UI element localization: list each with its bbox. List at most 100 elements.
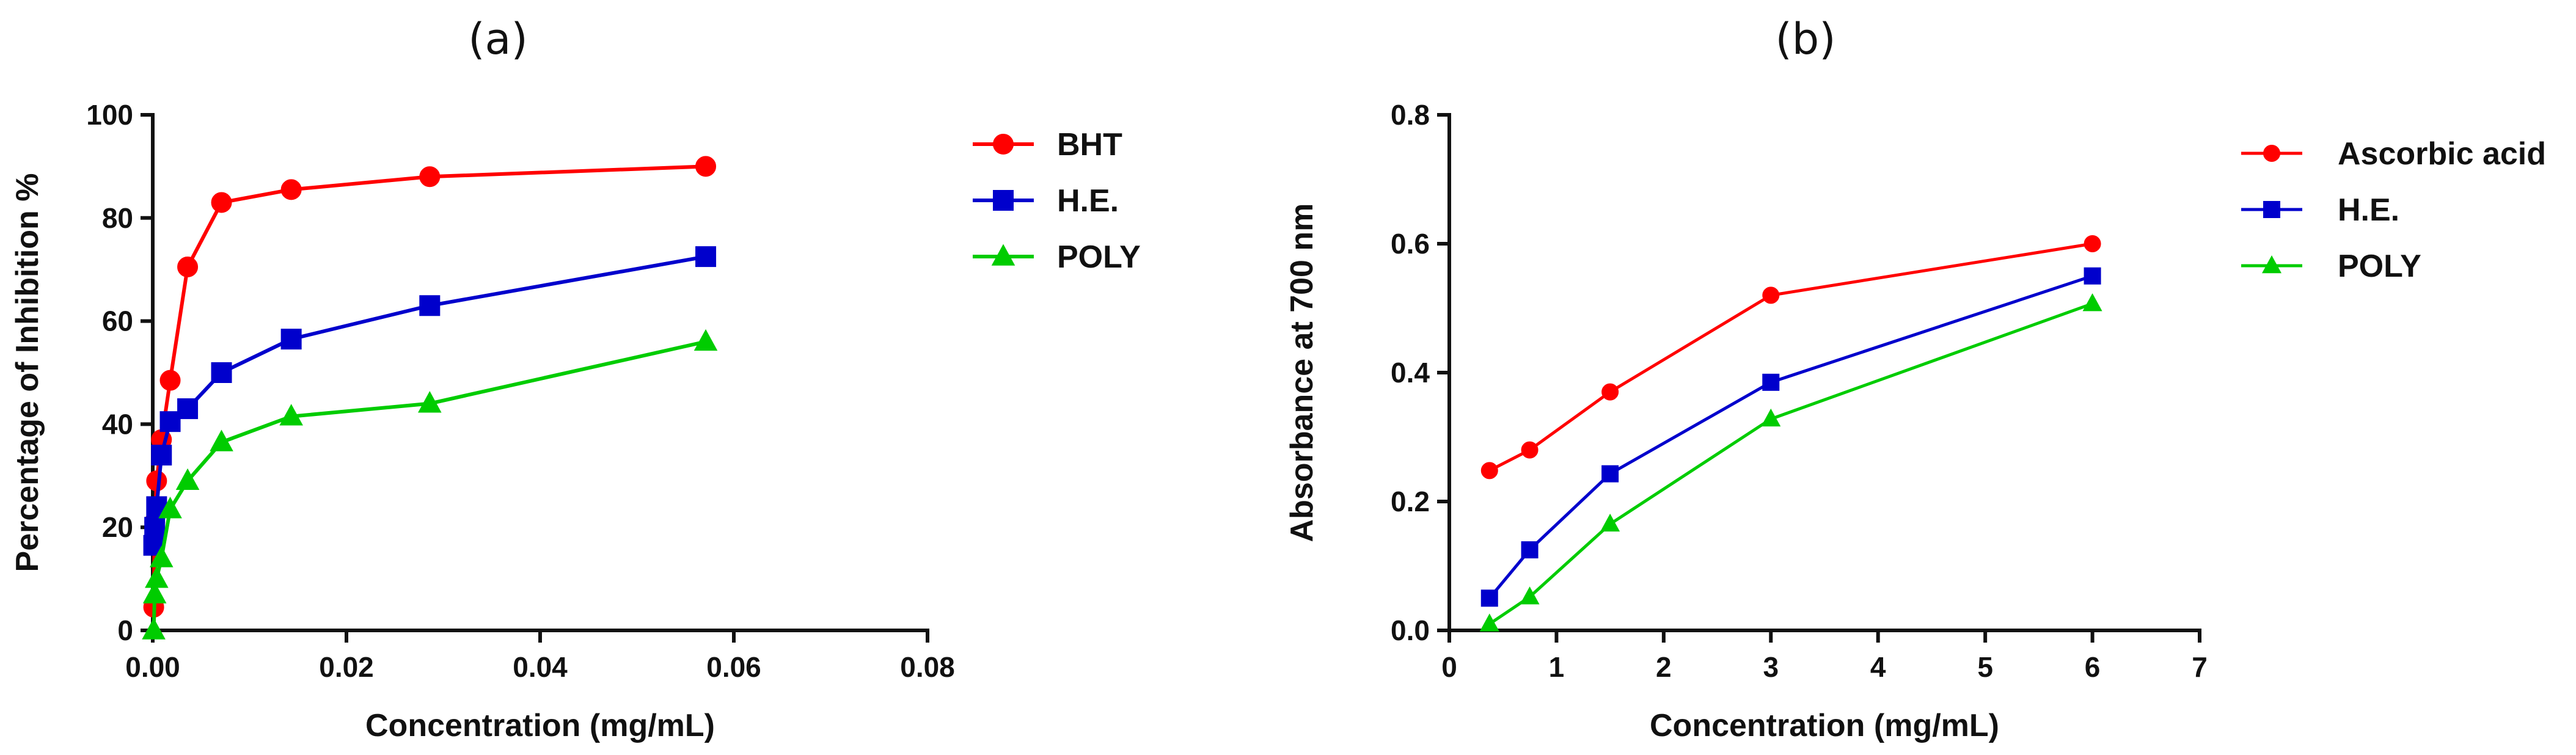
data-point	[159, 411, 181, 432]
series-line	[1488, 302, 2093, 626]
data-point	[1601, 383, 1619, 401]
y-tick-label: 40	[102, 408, 133, 440]
x-tick-label: 0.06	[706, 651, 761, 683]
data-point	[419, 295, 441, 316]
y-tick-label: 20	[102, 511, 133, 543]
data-point	[2084, 235, 2101, 252]
panel-title: (a)	[468, 14, 528, 64]
x-tick-label: 4	[1870, 651, 1886, 683]
panel-title: (b)	[1775, 14, 1835, 64]
legend-item: BHT	[973, 127, 1122, 162]
x-tick-label: 1	[1549, 651, 1565, 683]
legend-marker	[991, 244, 1015, 266]
data-point	[175, 468, 200, 491]
y-tick-label: 0.2	[1391, 486, 1430, 517]
x-tick-label: 2	[1656, 651, 1672, 683]
data-point	[145, 566, 169, 588]
legend-label: H.E.	[2338, 192, 2399, 228]
legend-item: POLY	[973, 239, 1141, 275]
y-tick-label: 0	[117, 615, 133, 646]
x-tick-label: 6	[2085, 651, 2101, 683]
legend-marker	[2263, 201, 2280, 218]
data-point	[177, 256, 199, 277]
data-point	[280, 179, 302, 200]
data-point	[280, 329, 302, 350]
series-ascorbic-acid	[1480, 235, 2101, 480]
y-tick-label: 0.0	[1391, 615, 1430, 646]
chart-panel-a: (a) 0 20 40 60 80 100 0.00 0.02 0.04 0.06 0.08 Conce…	[10, 14, 1141, 743]
x-tick-label: 5	[1977, 651, 1993, 683]
legend: Ascorbic acid H.E. POLY	[2241, 136, 2546, 284]
chart-panel-b: (b) 0.0 0.2 0.4 0.6 0.8 0 1 2 3 4 5 6 7 Concentration …	[1284, 14, 2546, 743]
legend-marker	[993, 190, 1014, 211]
series-line	[152, 340, 706, 631]
data-point	[1600, 513, 1620, 532]
data-point	[211, 362, 232, 383]
data-point	[1762, 373, 1780, 391]
x-tick-label: 0.08	[900, 651, 955, 683]
data-point	[158, 497, 182, 519]
data-point	[1601, 465, 1619, 483]
x-tick-label: 0	[1441, 651, 1457, 683]
x-tick-label: 0.00	[125, 651, 180, 683]
x-axis-title: Concentration (mg/mL)	[365, 708, 715, 743]
legend-label: Ascorbic acid	[2338, 136, 2546, 172]
data-point	[144, 517, 166, 538]
data-point	[279, 404, 303, 426]
x-tick-label: 7	[2192, 651, 2208, 683]
series-bht	[143, 156, 717, 618]
data-point	[1480, 462, 1498, 480]
data-point	[695, 156, 717, 177]
y-tick-label: 80	[102, 202, 133, 234]
data-point	[210, 429, 233, 451]
data-point	[1479, 613, 1499, 632]
x-tick-label: 0.04	[513, 651, 568, 683]
x-tick-label: 3	[1763, 651, 1779, 683]
legend-label: POLY	[2338, 249, 2421, 284]
legend-marker	[2263, 145, 2280, 162]
y-axis-title: Absorbance at 700 nm	[1284, 203, 1320, 542]
x-axis-title: Concentration (mg/mL)	[1650, 708, 1999, 743]
data-point	[2082, 293, 2102, 312]
data-point	[419, 166, 441, 188]
data-point	[211, 192, 232, 213]
data-point	[693, 329, 718, 351]
data-point	[1520, 586, 1540, 605]
legend-label: BHT	[1057, 127, 1122, 162]
data-point	[151, 445, 172, 466]
data-point	[2084, 267, 2101, 285]
legend-item: H.E.	[2241, 192, 2399, 228]
data-point	[142, 618, 166, 640]
legend-marker	[2262, 255, 2281, 274]
legend: BHT H.E. POLY	[973, 127, 1141, 275]
data-point	[695, 246, 717, 268]
y-tick-label: 100	[86, 99, 133, 131]
data-point	[159, 370, 181, 391]
legend-item: Ascorbic acid	[2241, 136, 2546, 172]
data-point	[177, 398, 199, 420]
data-point	[1521, 441, 1539, 459]
data-point	[1521, 541, 1539, 559]
x-tick-label: 0.02	[319, 651, 374, 683]
legend-item: POLY	[2241, 249, 2421, 284]
series-line	[152, 164, 706, 608]
y-tick-label: 0.8	[1391, 99, 1430, 131]
data-point	[1762, 286, 1780, 304]
legend-label: POLY	[1057, 239, 1141, 275]
series-h-e	[1480, 267, 2101, 607]
data-point	[1761, 408, 1781, 427]
data-point	[418, 391, 442, 413]
y-tick-label: 0.6	[1391, 228, 1430, 260]
data-point	[1480, 589, 1498, 607]
y-tick-label: 0.4	[1391, 357, 1430, 388]
legend-marker	[993, 134, 1014, 155]
series-poly	[142, 329, 718, 640]
y-tick-label: 60	[102, 305, 133, 337]
data-point	[149, 545, 174, 567]
data-point	[142, 582, 167, 604]
series-line	[1488, 242, 2093, 472]
legend-label: H.E.	[1057, 183, 1119, 219]
series-poly	[1479, 293, 2102, 632]
y-axis-title: Percentage of Inhibition %	[10, 173, 45, 572]
